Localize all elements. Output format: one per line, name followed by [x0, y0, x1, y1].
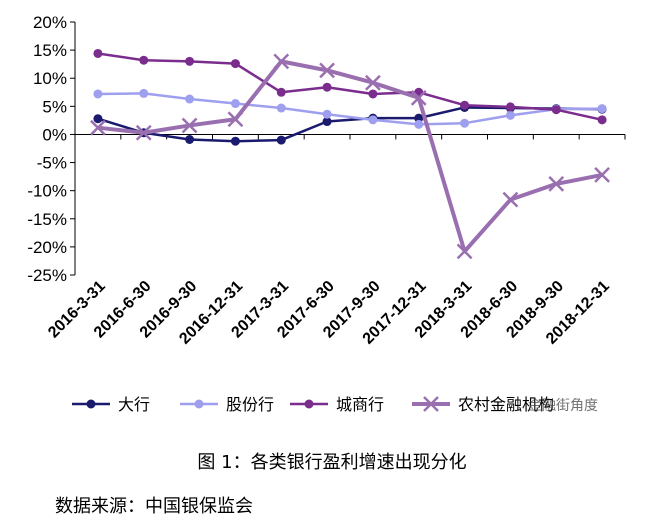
legend-marker	[423, 396, 439, 412]
data-point	[276, 103, 286, 113]
data-point	[93, 89, 103, 99]
data-point	[93, 48, 103, 58]
series-4	[90, 53, 610, 260]
data-point	[322, 109, 332, 119]
legend-marker	[304, 399, 314, 409]
y-tick-label: -20%	[27, 238, 67, 257]
data-point	[322, 82, 332, 92]
legend-item: 大行	[72, 395, 150, 414]
legend-label: 大行	[118, 395, 150, 414]
data-point	[414, 119, 424, 129]
legend-item: 股份行	[180, 395, 274, 414]
data-point	[230, 136, 240, 146]
data-point	[181, 117, 198, 134]
data-point	[505, 110, 515, 120]
data-point	[93, 114, 103, 124]
legend-label: 股份行	[226, 395, 274, 414]
legend-label: 农村金融机构	[458, 395, 554, 414]
data-point	[139, 55, 149, 65]
series-line	[97, 52, 603, 122]
figure-caption: 图 1：各类银行盈利增速出现分化	[197, 452, 467, 473]
y-tick-label: 0%	[42, 125, 67, 144]
legend-marker	[194, 399, 204, 409]
data-point	[414, 113, 424, 123]
data-point	[456, 243, 473, 260]
data-point	[227, 111, 244, 128]
series-layer	[90, 48, 610, 260]
data-point	[460, 100, 470, 110]
y-tick-label: -10%	[27, 182, 67, 201]
data-point	[139, 88, 149, 98]
y-tick-label: -15%	[27, 210, 67, 229]
data-point	[597, 115, 607, 125]
y-tick-label: 20%	[33, 13, 67, 32]
data-point	[322, 117, 332, 127]
data-point	[460, 118, 470, 128]
y-tick-label: 10%	[33, 69, 67, 88]
data-point	[594, 167, 610, 183]
data-point	[597, 104, 607, 114]
series-3	[93, 48, 607, 125]
data-source: 数据来源：中国银保监会	[55, 496, 253, 517]
data-point	[185, 94, 195, 104]
legend-item: 农村金融机构	[412, 395, 554, 414]
data-point	[135, 124, 152, 141]
data-point	[368, 115, 378, 125]
data-point	[502, 191, 519, 208]
data-point	[548, 176, 565, 192]
y-axis: 20% 15% 10% 5% 0% -5% -10% -15% -20% -25%	[27, 13, 76, 285]
y-tick-label: 15%	[33, 41, 67, 60]
data-point	[410, 90, 427, 106]
data-point	[230, 59, 240, 69]
data-point	[230, 99, 240, 109]
series-2	[93, 88, 607, 129]
y-tick-label: -5%	[37, 154, 67, 173]
watermark-text: 金融街角度	[528, 398, 598, 414]
legend-item: 城商行	[290, 395, 384, 414]
data-point	[365, 74, 381, 91]
legend-label: 城商行	[336, 395, 384, 414]
series-line	[97, 92, 603, 126]
y-tick-label: -25%	[27, 266, 67, 285]
line-chart: 20% 15% 10% 5% 0% -5% -10% -15% -20% -25% 2016-3-…	[27, 13, 626, 414]
y-tick-label: 5%	[42, 97, 67, 116]
data-point	[276, 135, 286, 145]
data-point	[90, 119, 106, 136]
legend-marker	[86, 399, 96, 409]
data-point	[368, 89, 378, 99]
data-point	[505, 102, 515, 112]
legend: 大行 股份行 城商行 农村金融机构	[72, 395, 554, 414]
data-point	[185, 56, 195, 66]
data-point	[185, 135, 195, 145]
data-point	[319, 62, 335, 79]
data-point	[276, 87, 286, 97]
data-point	[273, 53, 290, 70]
data-point	[551, 105, 561, 115]
x-axis: 2016-3-312016-6-302016-9-302016-12-31201…	[45, 133, 626, 348]
series-line	[97, 59, 603, 254]
